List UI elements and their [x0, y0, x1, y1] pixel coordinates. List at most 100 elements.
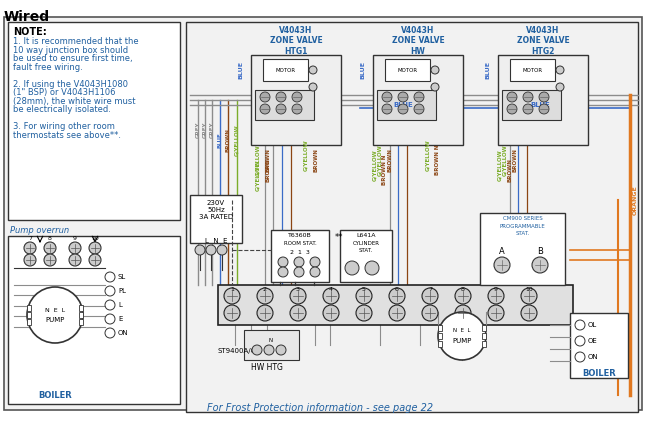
Text: G/YELLOW: G/YELLOW [256, 144, 261, 176]
Circle shape [438, 312, 486, 360]
Bar [482, 333, 486, 339]
Text: G/YELLOW: G/YELLOW [503, 144, 507, 176]
Circle shape [310, 267, 320, 277]
Text: BLUE: BLUE [360, 61, 366, 79]
Circle shape [414, 92, 424, 102]
Circle shape [323, 288, 339, 304]
Bar [482, 325, 486, 331]
Text: be electrically isolated.: be electrically isolated. [13, 105, 111, 114]
Circle shape [431, 66, 439, 74]
Circle shape [292, 104, 302, 114]
Circle shape [523, 92, 533, 102]
Circle shape [507, 92, 517, 102]
Text: Wired: Wired [4, 10, 50, 24]
Text: 8: 8 [48, 236, 52, 241]
Circle shape [206, 245, 216, 255]
Bar [498, 55, 588, 145]
Bar [263, 59, 308, 81]
Bar [340, 230, 392, 282]
Text: OL: OL [588, 322, 597, 328]
Text: STAT.: STAT. [516, 231, 529, 236]
Text: **: ** [334, 233, 344, 242]
Circle shape [105, 300, 115, 310]
Text: Pump overrun: Pump overrun [10, 226, 69, 235]
Text: 4: 4 [329, 287, 333, 292]
Circle shape [69, 254, 81, 266]
Circle shape [494, 257, 510, 273]
Circle shape [382, 104, 392, 114]
Circle shape [27, 287, 83, 343]
Bar [271, 230, 329, 282]
Circle shape [389, 305, 405, 321]
Circle shape [521, 288, 537, 304]
Text: N  E  L: N E L [45, 308, 65, 313]
Text: fault free wiring.: fault free wiring. [13, 62, 83, 71]
Text: V4043H
ZONE VALVE
HTG2: V4043H ZONE VALVE HTG2 [516, 26, 569, 56]
Text: 9: 9 [494, 287, 498, 292]
Bar [482, 341, 486, 347]
Bar [255, 90, 314, 120]
Text: G/YELLOW: G/YELLOW [373, 149, 377, 181]
Bar [8, 22, 180, 220]
Text: L641A: L641A [356, 233, 376, 238]
Circle shape [105, 272, 115, 282]
Text: NOTE:: NOTE: [13, 27, 47, 37]
Text: 1: 1 [350, 265, 354, 271]
Bar [190, 195, 242, 243]
Bar [186, 22, 638, 412]
Circle shape [257, 305, 273, 321]
Text: OE: OE [588, 338, 598, 344]
Circle shape [345, 261, 359, 275]
Text: 9: 9 [73, 236, 77, 241]
Text: L  N  E: L N E [204, 238, 227, 244]
Text: 10: 10 [91, 236, 99, 241]
Circle shape [195, 245, 205, 255]
Circle shape [556, 66, 564, 74]
Circle shape [431, 83, 439, 91]
Circle shape [575, 336, 585, 346]
Bar [251, 55, 341, 145]
Circle shape [523, 104, 533, 114]
Text: BROWN: BROWN [265, 148, 270, 172]
Circle shape [488, 305, 504, 321]
Text: G/YELLOW: G/YELLOW [303, 139, 309, 171]
Text: 10 way junction box should: 10 way junction box should [13, 46, 128, 54]
Circle shape [44, 242, 56, 254]
Circle shape [105, 286, 115, 296]
Circle shape [264, 345, 274, 355]
Circle shape [539, 92, 549, 102]
Bar [385, 59, 430, 81]
Circle shape [539, 104, 549, 114]
Text: GREY: GREY [203, 122, 208, 138]
Text: HW HTG: HW HTG [251, 363, 283, 372]
Circle shape [252, 345, 262, 355]
Text: (1" BSP) or V4043H1106: (1" BSP) or V4043H1106 [13, 88, 116, 97]
Bar [373, 55, 463, 145]
Text: T6360B: T6360B [288, 233, 312, 238]
Text: ON: ON [118, 330, 129, 336]
Text: PROGRAMMABLE: PROGRAMMABLE [499, 224, 545, 229]
Text: (28mm), the white wire must: (28mm), the white wire must [13, 97, 135, 106]
Text: 2: 2 [263, 287, 267, 292]
Circle shape [575, 352, 585, 362]
Circle shape [24, 254, 36, 266]
Text: GREY: GREY [195, 122, 201, 138]
Circle shape [294, 267, 304, 277]
Circle shape [224, 288, 240, 304]
Text: 230V
50Hz
3A RATED: 230V 50Hz 3A RATED [199, 200, 233, 220]
Text: For Frost Protection information - see page 22: For Frost Protection information - see p… [207, 403, 433, 413]
Circle shape [356, 288, 372, 304]
Circle shape [217, 245, 227, 255]
Bar [79, 312, 83, 318]
Bar [27, 319, 31, 325]
Circle shape [422, 305, 438, 321]
Text: 8: 8 [461, 287, 465, 292]
Text: BROWN: BROWN [265, 158, 270, 182]
Bar [438, 333, 442, 339]
Text: B: B [537, 246, 543, 255]
Text: N  E  L: N E L [454, 328, 471, 333]
Circle shape [276, 104, 286, 114]
Text: CM900 SERIES: CM900 SERIES [503, 216, 542, 221]
Text: 10: 10 [525, 287, 533, 292]
Bar [79, 305, 83, 311]
